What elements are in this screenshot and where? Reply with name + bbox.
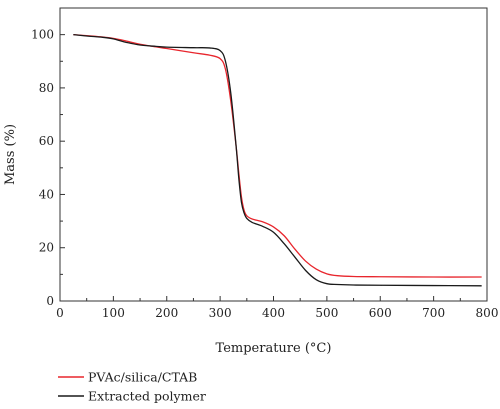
x-axis-title: Temperature (°C) <box>216 341 332 356</box>
x-tick-label: 300 <box>209 306 232 320</box>
y-tick-label: 40 <box>39 187 54 201</box>
series-line-2 <box>73 33 482 287</box>
y-tick-label: 80 <box>39 81 54 95</box>
series-line-1 <box>73 33 482 278</box>
plot-area-frame <box>59 7 488 302</box>
y-tick-label: 100 <box>31 28 54 42</box>
x-tick-label: 400 <box>262 306 285 320</box>
x-tick-label: 700 <box>422 306 445 320</box>
legend-label-1: PVAc/silica/CTAB <box>88 370 197 385</box>
legend: PVAc/silica/CTAB Extracted polymer <box>58 370 206 404</box>
y-tick-label: 20 <box>39 241 54 255</box>
y-tick-label: 0 <box>46 294 54 308</box>
x-tick-label: 200 <box>155 306 178 320</box>
x-tick-label: 100 <box>102 306 125 320</box>
y-axis-title: Mass (%) <box>3 124 18 185</box>
x-tick-label: 600 <box>369 306 392 320</box>
legend-label-2: Extracted polymer <box>88 389 206 404</box>
x-tick-label: 800 <box>476 306 499 320</box>
x-tick-label: 500 <box>315 306 338 320</box>
y-tick-label: 60 <box>39 134 54 148</box>
x-tick-label: 0 <box>56 306 64 320</box>
